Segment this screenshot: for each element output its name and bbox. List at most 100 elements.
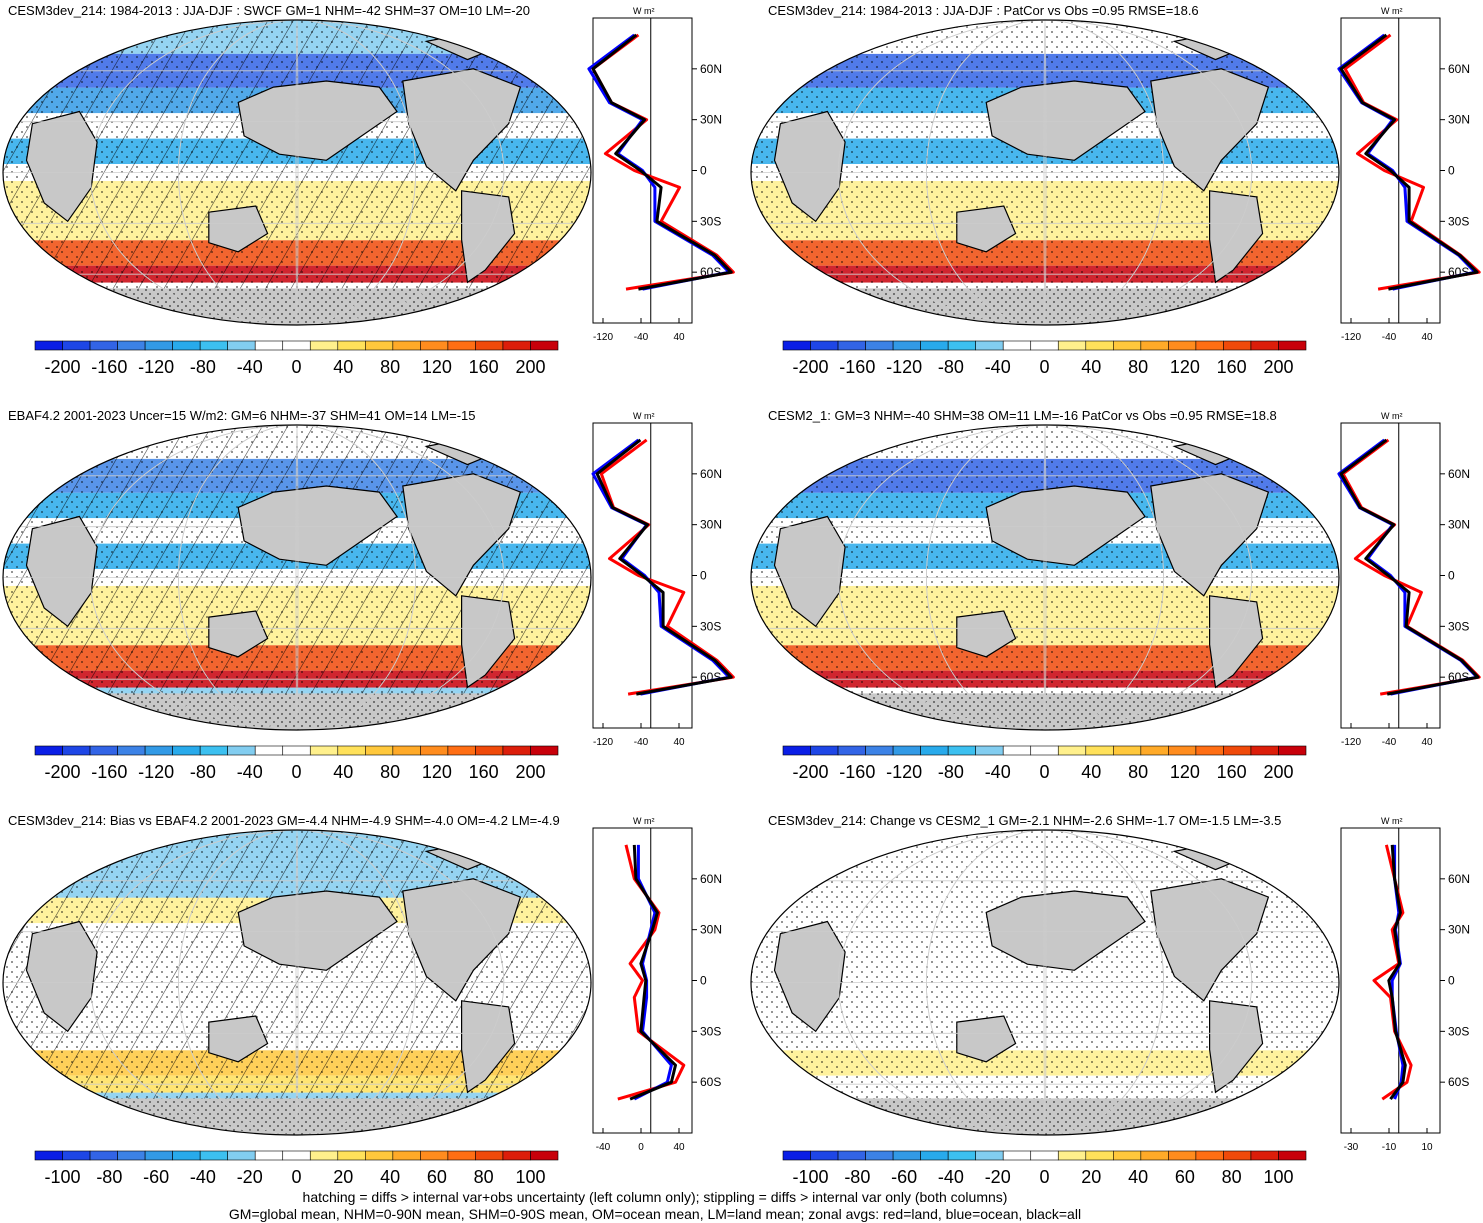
land-mass: [956, 205, 1017, 253]
zonal-lat-tick-label: 30N: [700, 923, 722, 937]
colorbar-swatch: [865, 340, 894, 351]
panel-p1: CESM3dev_214: 1984-2013 : JJA-DJF : SWCF…: [2, 3, 735, 377]
zonal-lat-tick-label: 60N: [1448, 467, 1470, 481]
colorbar-swatch: [1140, 745, 1169, 756]
graticule-lon: [926, 425, 1165, 730]
colorbar-swatch: [1250, 745, 1279, 756]
zonal-x-tick-label: 40: [1421, 332, 1433, 343]
footer-line-2: GM=global mean, NHM=0-90N mean, SHM=0-90…: [228, 1206, 1082, 1222]
colorbar-swatch: [1223, 340, 1252, 351]
colorbar-swatch: [62, 1150, 91, 1161]
colorbar-swatch: [1085, 340, 1114, 351]
colorbar-tick-label: -120: [886, 762, 922, 782]
colorbar-swatch: [447, 745, 476, 756]
zonal-x-tick-label: -120: [593, 737, 613, 748]
colorbar-swatch: [447, 1150, 476, 1161]
colorbar-swatch: [337, 340, 366, 351]
colorbar-tick-label: -80: [190, 357, 216, 377]
colorbar-swatch: [975, 1150, 1004, 1161]
graticule-lon: [89, 425, 505, 730]
colorbar-tick-label: -60: [891, 1167, 917, 1187]
colorbar-swatch: [62, 745, 91, 756]
antarctica-land: [751, 288, 1339, 325]
colorbar-swatch: [1113, 340, 1142, 351]
colorbar-tick-label: 20: [1081, 1167, 1101, 1187]
colorbar-tick-label: 200: [1263, 357, 1293, 377]
zonal-lat-tick-label: 30N: [1448, 518, 1470, 532]
graticule-lon: [1043, 830, 1047, 1135]
colorbar-tick-label: 40: [1081, 762, 1101, 782]
map-area: [3, 20, 591, 325]
colorbar-swatch: [810, 1150, 839, 1161]
colorbar-tick-label: 80: [1128, 357, 1148, 377]
colorbar-swatch: [1057, 745, 1087, 756]
colorbar-swatch: [420, 1150, 449, 1161]
colorbar-tick-label: -40: [237, 762, 263, 782]
colorbar-tick-label: 120: [422, 762, 452, 782]
colorbar-swatch: [254, 1150, 284, 1161]
colorbar-swatch: [1250, 1150, 1279, 1161]
zonal-series-all: [1339, 438, 1480, 696]
land-mass: [1150, 473, 1270, 597]
land-mass: [25, 920, 98, 1033]
colorbar-tick-label: 0: [291, 762, 301, 782]
land-mass: [985, 485, 1146, 566]
colorbar-tick-label: -40: [237, 357, 263, 377]
colorbar-tick-label: -20: [237, 1167, 263, 1187]
colorbar-swatch: [1168, 1150, 1197, 1161]
colorbar-swatch: [392, 745, 421, 756]
colorbar-tick-label: -120: [886, 357, 922, 377]
colorbar-tick-label: 100: [1263, 1167, 1293, 1187]
colorbar-tick-label: -20: [985, 1167, 1011, 1187]
colorbar-tick-label: 80: [380, 357, 400, 377]
panel-title: CESM3dev_214: Change vs CESM2_1 GM=-2.1 …: [768, 813, 1281, 828]
colorbar-tick-label: -40: [985, 762, 1011, 782]
colorbar-swatch: [282, 745, 311, 756]
zonal-x-tick-label: -40: [1382, 332, 1397, 343]
colorbar-swatch: [144, 745, 173, 756]
zonal-series-all: [629, 844, 677, 1101]
zonal-x-tick-label: -40: [634, 332, 649, 343]
colorbar-swatch: [254, 745, 284, 756]
colorbar-swatch: [199, 745, 228, 756]
zonal-x-tick-label: -120: [1341, 737, 1361, 748]
colorbar-swatch: [365, 340, 394, 351]
footer-line-1: hatching = diffs > internal var+obs unce…: [302, 1189, 1008, 1205]
colorbar-swatch: [392, 340, 421, 351]
colorbar-swatch: [865, 745, 894, 756]
land-mass: [773, 110, 846, 223]
land-mass: [208, 610, 269, 658]
colorbar-swatch: [920, 1150, 949, 1161]
colorbar-swatch: [892, 1150, 921, 1161]
colorbar-swatch: [1085, 745, 1114, 756]
zonal-unit-label: W m²: [1381, 6, 1403, 16]
zonal-lat-tick-label: 30N: [700, 113, 722, 127]
antarctica-land: [3, 693, 591, 730]
land-mass: [956, 1015, 1017, 1063]
colorbar-swatch: [475, 340, 504, 351]
colorbar-swatch: [530, 745, 559, 756]
graticule-lon: [295, 425, 299, 730]
colorbar-swatch: [502, 745, 531, 756]
zonal-lat-tick-label: 0: [700, 164, 707, 178]
land-mass: [1150, 878, 1270, 1002]
colorbar-swatch: [420, 340, 449, 351]
colorbar-tick-label: 80: [1222, 1167, 1242, 1187]
land-mass: [237, 485, 398, 566]
antarctica-land: [751, 1098, 1339, 1135]
land-mass: [25, 515, 98, 628]
zonal-x-tick-label: -10: [1382, 1142, 1397, 1153]
colorbar-swatch: [309, 1150, 339, 1161]
zonal-x-tick-label: -120: [1341, 332, 1361, 343]
land-mass: [402, 878, 522, 1002]
colorbar-swatch: [337, 1150, 366, 1161]
colorbar-swatch: [1030, 340, 1059, 351]
colorbar-tick-label: 200: [515, 762, 545, 782]
map-area: [3, 425, 591, 730]
graticule-lon: [89, 20, 505, 325]
colorbar-tick-label: -100: [45, 1167, 81, 1187]
colorbar-swatch: [920, 745, 949, 756]
